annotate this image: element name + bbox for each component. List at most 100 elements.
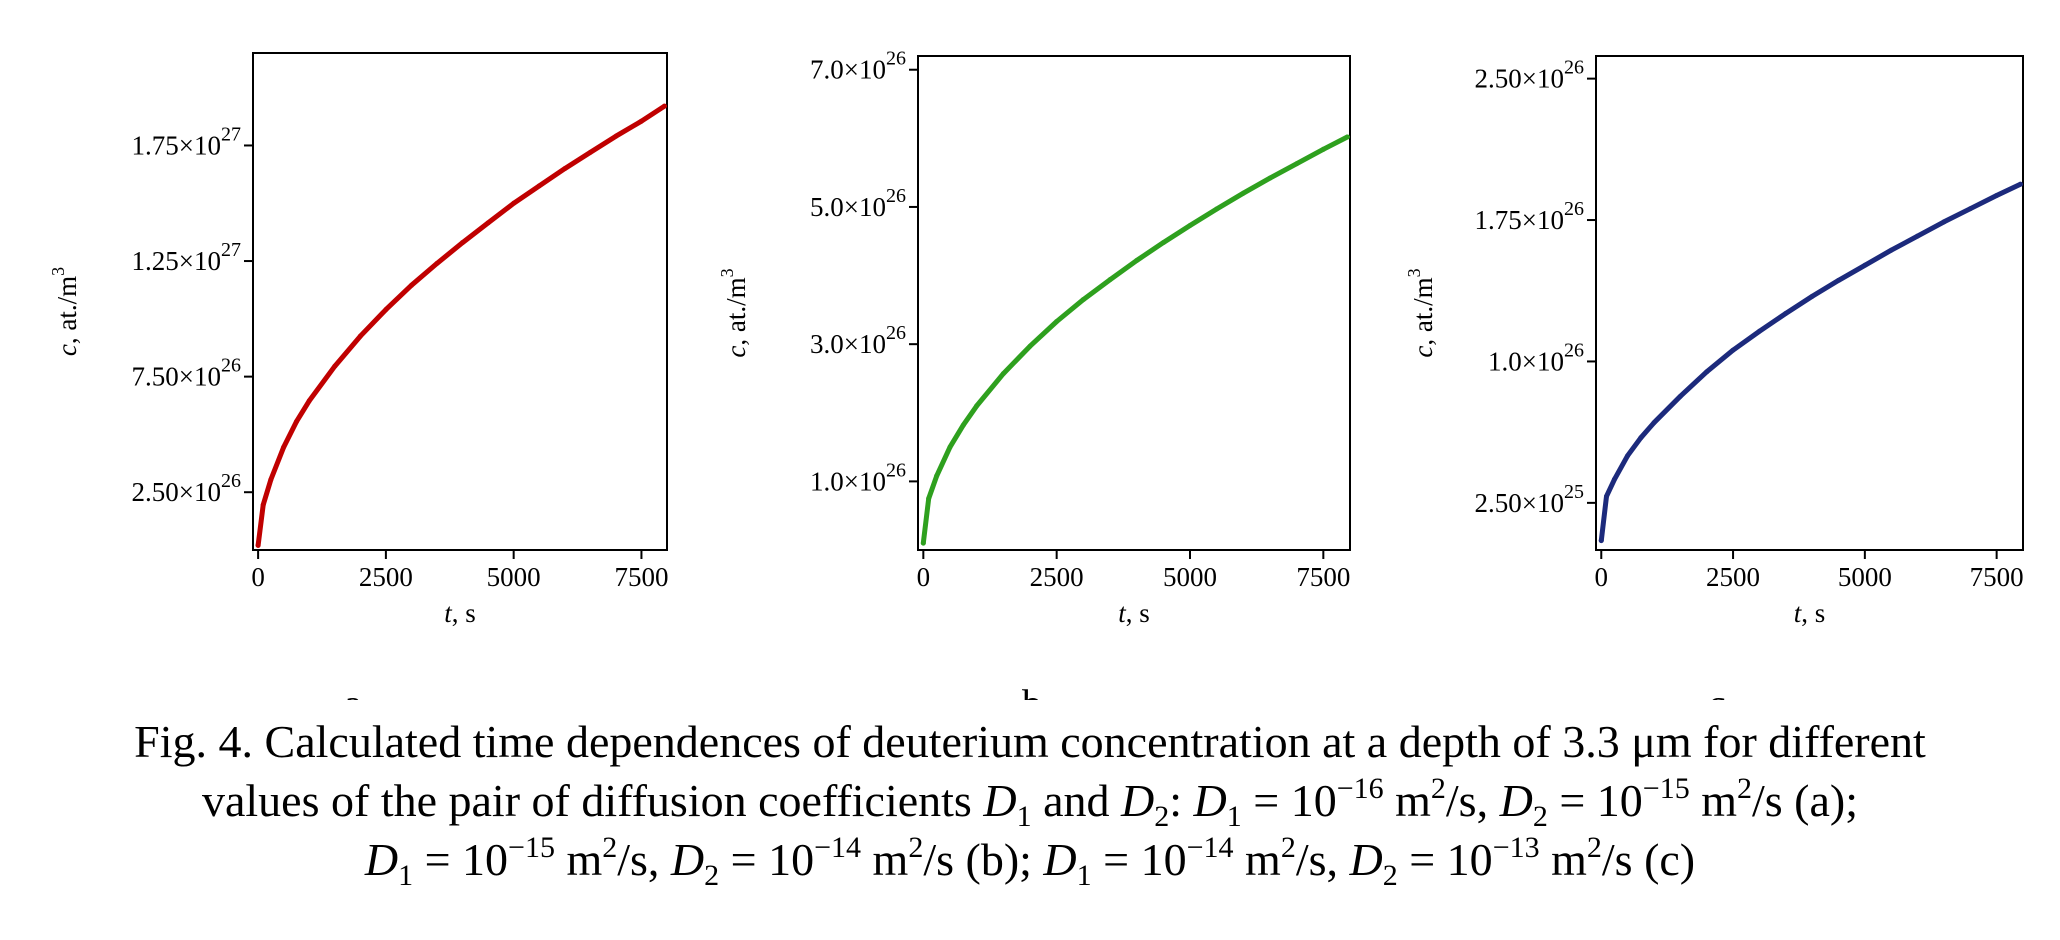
- y-tick-exponent: 27: [221, 123, 241, 145]
- data-point: [1994, 193, 2000, 199]
- y-axis-label: c, at./m3: [1404, 268, 1438, 357]
- x-axis-label: t, s: [1118, 598, 1150, 628]
- data-point: [1344, 134, 1350, 140]
- data-point: [1267, 175, 1273, 181]
- plot-frame: [252, 52, 668, 551]
- y-tick-exponent: 26: [1564, 339, 1584, 361]
- data-point: [1240, 190, 1246, 196]
- caption-superscript: 2: [1430, 772, 1446, 805]
- y-tick-mantissa: 2.50×10: [1475, 488, 1564, 518]
- y-tick-label: 2.50×1026: [1475, 57, 1584, 94]
- x-axis-label: t, s: [1794, 598, 1826, 628]
- data-point: [1862, 262, 1868, 268]
- data-point: [1294, 161, 1300, 167]
- chart-panel-a: 0 2500 5000 75002.50×10267.50×10261.25×1027…: [48, 52, 668, 628]
- data-point: [1915, 233, 1921, 239]
- plot-frame: [917, 55, 1351, 551]
- data-point: [332, 363, 338, 369]
- data-point: [1967, 206, 1973, 212]
- caption-superscript: −16: [1336, 772, 1384, 805]
- y-tick-label: 1.75×1027: [132, 123, 241, 160]
- y-tick-label: 1.0×1026: [1488, 339, 1584, 376]
- caption-text: = 10: [1241, 775, 1337, 826]
- data-point: [638, 118, 644, 124]
- caption-line-3: D1 = 10−15 m2/s, D2 = 10−14 m2/s (b); D1…: [0, 830, 2060, 892]
- caption-symbol: D: [983, 775, 1017, 826]
- y-axis-unit: , at./m: [721, 277, 751, 345]
- data-point: [1000, 371, 1006, 377]
- y-tick-mantissa: 3.0×10: [810, 329, 886, 359]
- caption-text: m: [1689, 775, 1737, 826]
- data-point: [460, 240, 466, 246]
- y-tick-label: 5.0×1026: [810, 185, 906, 222]
- caption-subscript: 2: [1154, 800, 1170, 833]
- data-point: [1134, 257, 1140, 263]
- caption-subscript: 2: [1382, 859, 1398, 892]
- caption-text: /s (c): [1601, 834, 1696, 885]
- y-tick-exponent: 26: [221, 355, 241, 377]
- caption-line-1: Fig. 4. Calculated time dependences of d…: [134, 716, 1926, 767]
- data-point: [1730, 347, 1736, 353]
- y-tick-mantissa: 1.75×10: [132, 130, 221, 160]
- data-point: [1214, 206, 1220, 212]
- data-point: [281, 444, 287, 450]
- caption-text: = 10: [413, 834, 509, 885]
- y-tick-label: 1.75×1026: [1475, 198, 1584, 235]
- data-point: [1160, 240, 1166, 246]
- data-point: [1677, 393, 1683, 399]
- data-point: [255, 542, 261, 548]
- data-point: [1888, 247, 1894, 253]
- y-tick-exponent: 26: [886, 48, 906, 70]
- data-point: [920, 540, 926, 546]
- data-point: [1320, 146, 1326, 152]
- x-tick-label: 0: [917, 562, 931, 592]
- plot-frame: [1595, 55, 2024, 551]
- data-point: [947, 444, 953, 450]
- caption-text: m: [861, 834, 909, 885]
- x-axis-variable: t: [1118, 598, 1127, 628]
- y-axis-label: c, at./m3: [48, 267, 82, 356]
- y-tick-label: 2.50×1025: [1475, 481, 1584, 518]
- data-point: [1783, 310, 1789, 316]
- x-axis-variable: t: [444, 598, 453, 628]
- data-point: [1651, 420, 1657, 426]
- y-axis-unit-exponent: 3: [48, 267, 68, 276]
- data-point: [1187, 222, 1193, 228]
- caption-symbol: D: [1121, 775, 1155, 826]
- data-point: [926, 496, 932, 502]
- caption-subscript: 1: [398, 859, 414, 892]
- x-tick-label: 0: [251, 562, 265, 592]
- y-tick-mantissa: 7.50×10: [132, 362, 221, 392]
- caption-text: /s (b);: [923, 834, 1044, 885]
- caption-symbol: D: [1499, 775, 1533, 826]
- y-tick-exponent: 25: [1564, 481, 1584, 503]
- data-point: [1107, 277, 1113, 283]
- y-tick-label: 7.0×1026: [810, 48, 906, 85]
- caption-text: = 10: [1547, 775, 1643, 826]
- caption-subscript: 1: [1076, 859, 1092, 892]
- data-point: [960, 422, 966, 428]
- caption-text: = 10: [1397, 834, 1493, 885]
- caption-superscript: −15: [1642, 772, 1690, 805]
- x-tick-label: 7500: [1970, 562, 2024, 592]
- caption-symbol: D: [1193, 775, 1227, 826]
- data-point: [661, 103, 667, 109]
- data-point: [485, 220, 491, 226]
- y-tick-mantissa: 1.0×10: [810, 466, 886, 496]
- y-tick-mantissa: 2.50×10: [1475, 64, 1564, 94]
- caption-text: /s,: [617, 834, 671, 885]
- y-tick-mantissa: 1.25×10: [132, 246, 221, 276]
- data-point: [383, 307, 389, 313]
- x-axis-unit: , s: [1801, 598, 1825, 628]
- y-tick-exponent: 26: [886, 459, 906, 481]
- data-point: [934, 473, 940, 479]
- data-point: [1611, 476, 1617, 482]
- data-point: [974, 403, 980, 409]
- caption-text: m: [1539, 834, 1587, 885]
- y-tick-exponent: 26: [1564, 198, 1584, 220]
- x-tick-label: 7500: [1296, 562, 1350, 592]
- data-point: [1625, 453, 1631, 459]
- caption-line-2: values of the pair of diffusion coeffici…: [0, 771, 2060, 833]
- data-point: [536, 183, 542, 189]
- figure-panels: 0 2500 5000 75002.50×10267.50×10261.25×1027…: [48, 48, 2024, 700]
